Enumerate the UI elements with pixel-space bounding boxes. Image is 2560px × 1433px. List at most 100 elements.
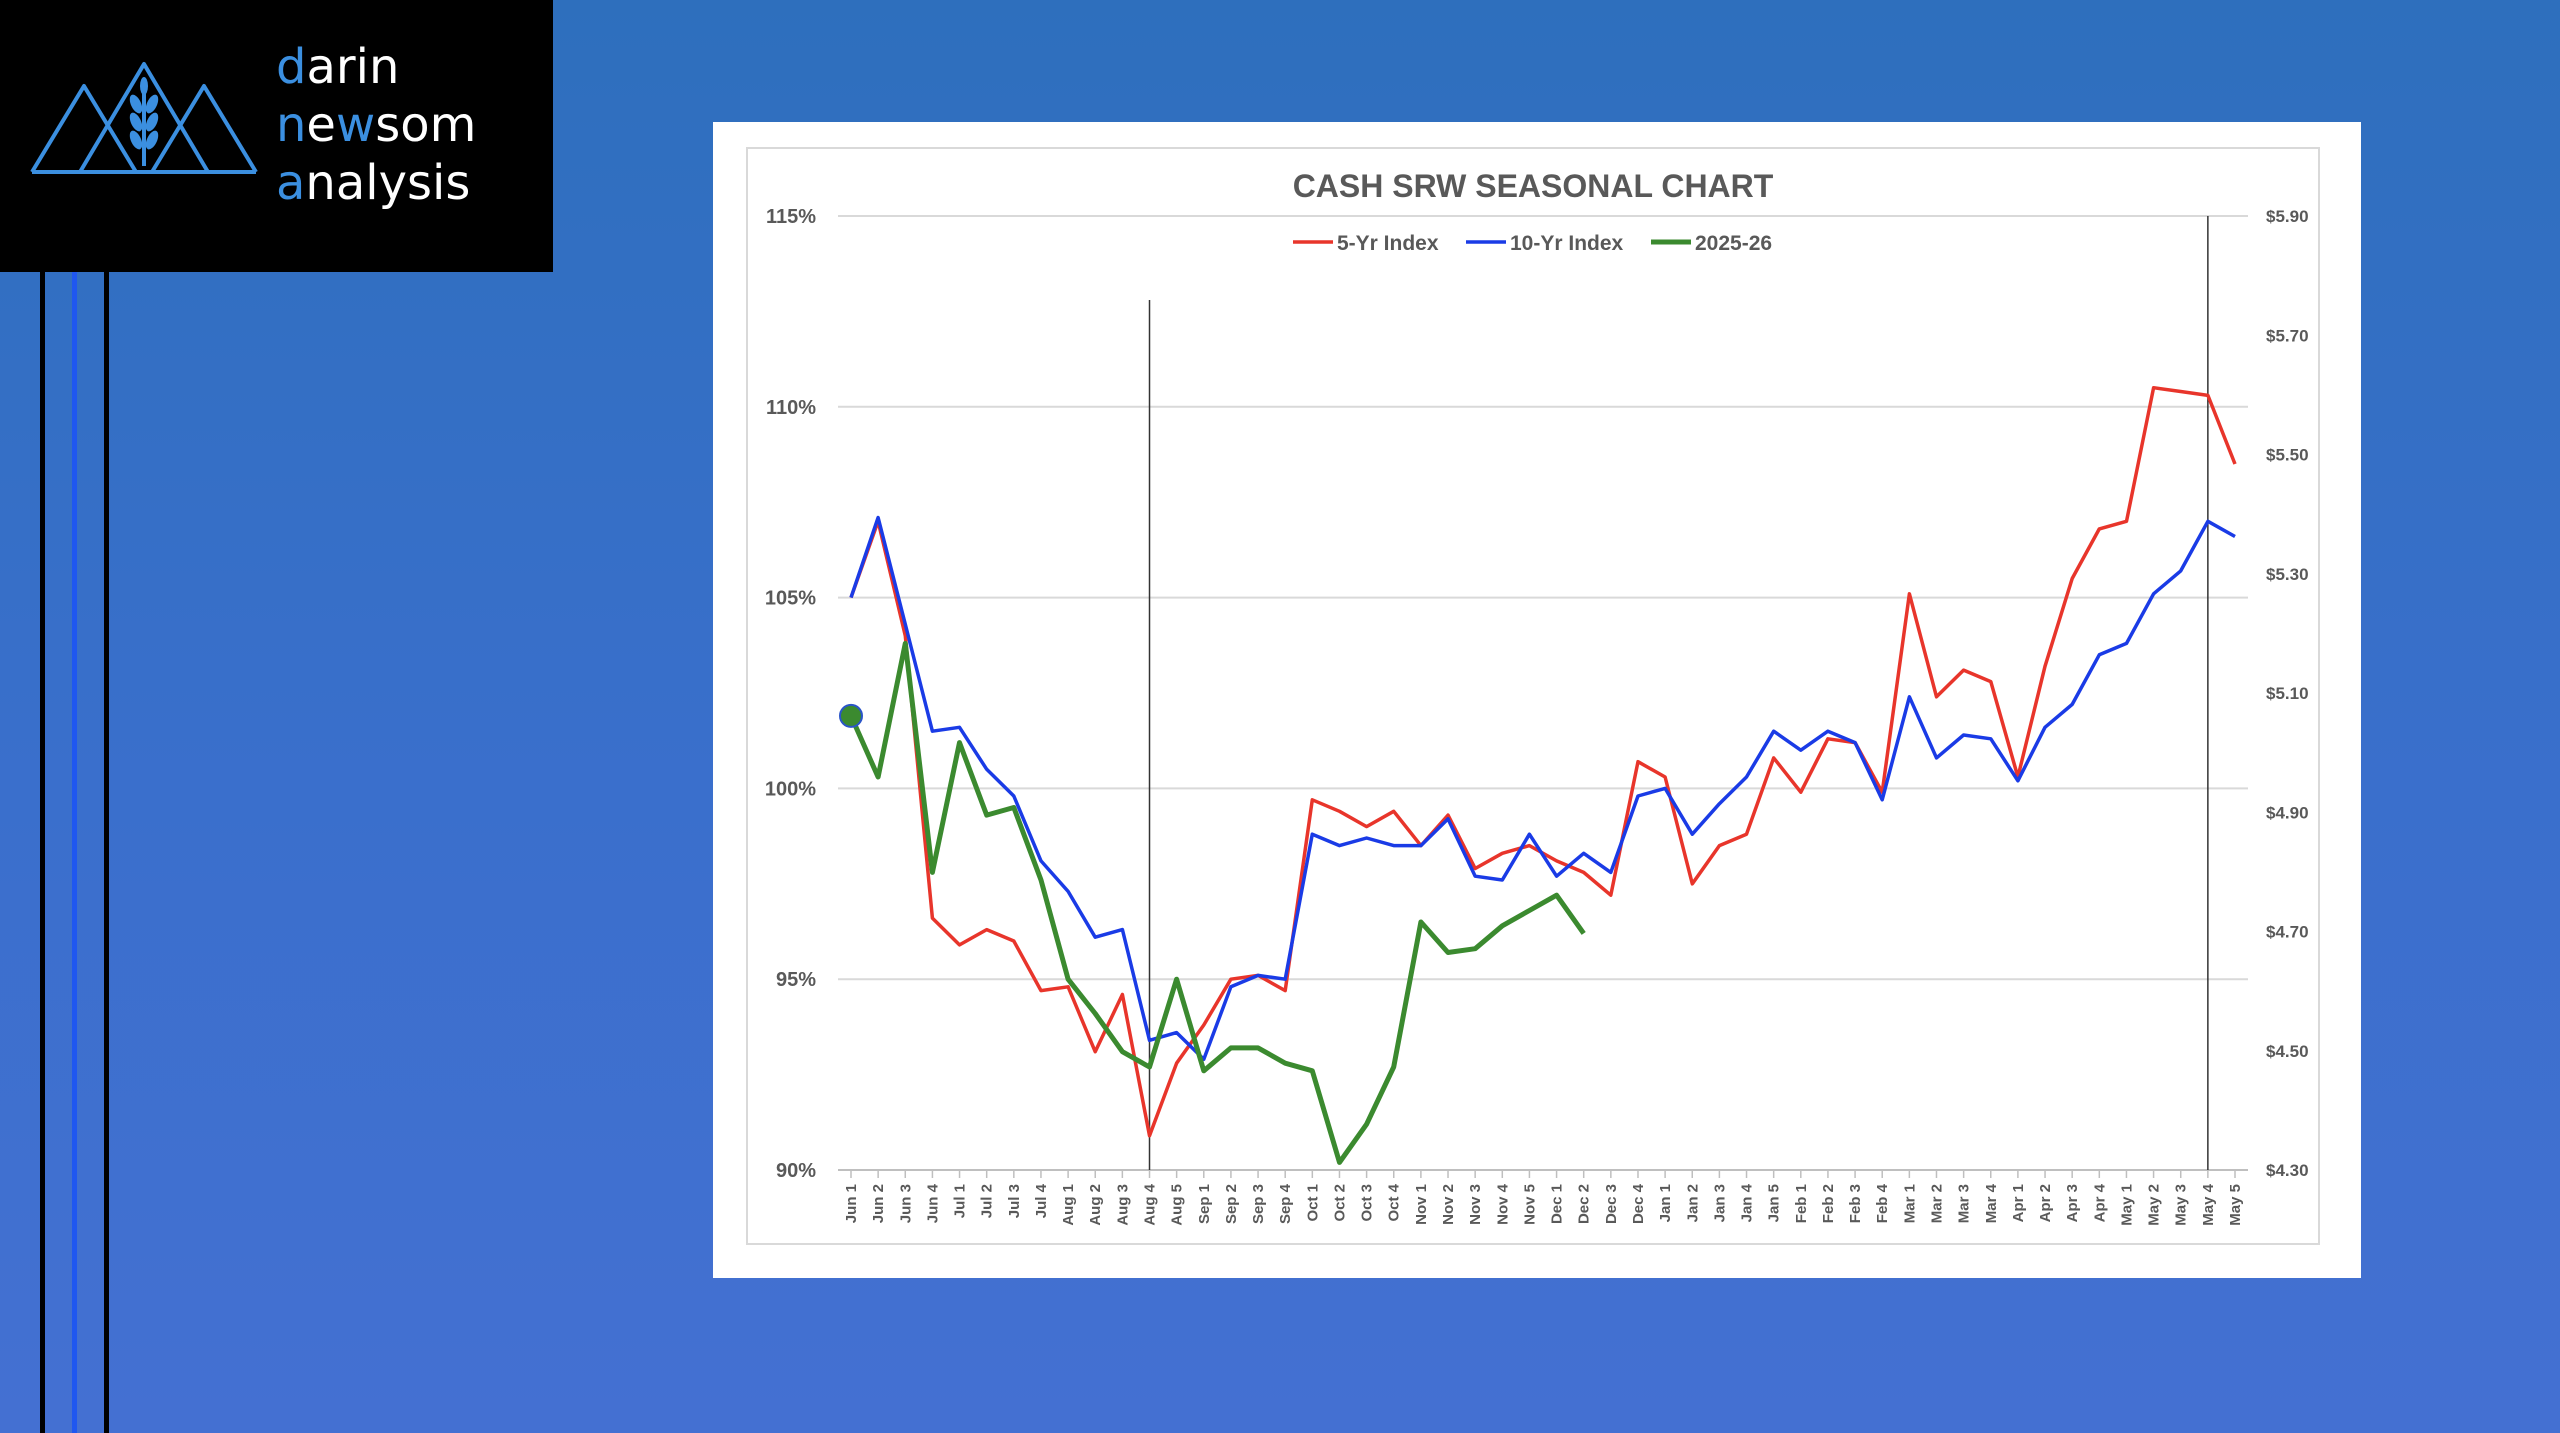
x-tick-label: May 2: [2146, 1184, 2163, 1226]
logo-line-1: darin: [276, 38, 476, 96]
decor-line-black-right: [104, 272, 109, 1433]
series-lines: [839, 385, 2237, 1165]
logo-letter: a: [276, 155, 306, 211]
legend: 5-Yr Index 10-Yr Index 2025-26: [1293, 232, 1772, 255]
y2-tick-label: $4.50: [2266, 1042, 2309, 1061]
y2-tick-label: $5.10: [2266, 684, 2309, 703]
x-tick-label: Mar 3: [1956, 1184, 1973, 1223]
y2-tick-label: $4.30: [2266, 1161, 2309, 1180]
x-tick-label: Nov 1: [1413, 1184, 1430, 1225]
x-tick-label: Dec 2: [1576, 1184, 1593, 1224]
x-tick-label: Nov 2: [1440, 1184, 1457, 1225]
x-tick-label: Oct 3: [1359, 1184, 1376, 1222]
y-tick-label: 100%: [765, 778, 816, 800]
logo-letter: e: [306, 97, 336, 153]
x-tick-label: Jul 1: [952, 1184, 969, 1218]
chart-panel: CASH SRW SEASONAL CHART 115% 110% 105% 100%…: [713, 122, 2361, 1278]
logo-word-rest: arin: [306, 39, 400, 95]
series-line: [848, 640, 1586, 1165]
series-line: [849, 515, 2236, 1062]
y2-tick-label: $5.30: [2266, 565, 2309, 584]
x-tick-label: Apr 2: [2037, 1184, 2054, 1222]
x-tick-label: Feb 3: [1847, 1184, 1864, 1223]
x-tick-label: Jul 3: [1006, 1184, 1023, 1218]
legend-label: 10-Yr Index: [1510, 232, 1624, 255]
x-tick-label: Jan 4: [1739, 1183, 1756, 1222]
x-tick-label: Jul 2: [979, 1184, 996, 1218]
x-tick-label: Jan 1: [1657, 1184, 1674, 1222]
logo-word-rest: som: [375, 97, 477, 153]
x-tick-label: May 1: [2118, 1184, 2135, 1226]
x-tick-label: Nov 4: [1494, 1183, 1511, 1225]
gridlines: [838, 215, 2248, 1171]
x-tick-label: Aug 4: [1142, 1183, 1159, 1225]
x-tick-label: Jun 4: [924, 1183, 941, 1223]
logo-word-rest: nalysis: [305, 155, 471, 211]
x-tick-label: Aug 2: [1087, 1184, 1104, 1226]
logo-letter: w: [335, 97, 376, 153]
x-tick-label: Feb 1: [1793, 1184, 1810, 1223]
x-tick-label: May 4: [2200, 1183, 2217, 1225]
logo-wordmark: darin newsom analysis: [276, 38, 476, 212]
y-tick-label: 110%: [766, 397, 816, 419]
seasonal-chart: CASH SRW SEASONAL CHART 115% 110% 105% 100%…: [746, 147, 2320, 1245]
y2-tick-label: $5.70: [2266, 326, 2309, 345]
x-tick-label: Mar 4: [1983, 1183, 2000, 1223]
y2-tick-label: $4.70: [2266, 923, 2309, 942]
x-tick-label: Apr 4: [2091, 1183, 2108, 1222]
x-tick-label: Sep 2: [1223, 1184, 1240, 1224]
x-tick-label: May 5: [2227, 1184, 2244, 1226]
logo-letter: n: [276, 97, 307, 153]
y-tick-label: 115%: [766, 206, 816, 228]
x-tick-label: Feb 4: [1874, 1183, 1891, 1223]
x-tick-label: Jan 5: [1766, 1184, 1783, 1222]
x-tick-label: Jun 3: [897, 1184, 914, 1223]
logo-letter: d: [276, 39, 307, 95]
x-tick-label: Aug 3: [1114, 1184, 1131, 1226]
y2-tick-label: $5.90: [2266, 207, 2309, 226]
x-tick-label: Feb 2: [1820, 1184, 1837, 1223]
logo-line-3: analysis: [276, 154, 476, 212]
chart-title: CASH SRW SEASONAL CHART: [1293, 168, 1774, 204]
x-tick-label: Jul 4: [1033, 1183, 1050, 1218]
x-tick-label: Mar 2: [1928, 1184, 1945, 1223]
y-axis-right: $5.90 $5.70 $5.50 $5.30 $5.10 $4.90 $4.70 $4.50…: [2266, 207, 2309, 1180]
x-tick-label: Aug 5: [1169, 1184, 1186, 1226]
x-tick-label: Nov 5: [1521, 1184, 1538, 1225]
legend-label: 5-Yr Index: [1337, 232, 1439, 255]
x-tick-label: Jan 3: [1711, 1184, 1728, 1222]
y2-tick-label: $5.50: [2266, 446, 2309, 465]
y-tick-label: 105%: [765, 588, 816, 610]
x-tick-label: Sep 3: [1250, 1184, 1267, 1224]
y-tick-label: 90%: [776, 1160, 816, 1182]
x-tick-label: Sep 1: [1196, 1184, 1213, 1224]
logo-block: darin newsom analysis: [0, 0, 553, 272]
chart-frame: [746, 147, 2320, 1245]
decor-line-black-left: [40, 272, 45, 1433]
x-tick-label: Oct 4: [1386, 1183, 1403, 1221]
x-tick-label: May 3: [2173, 1184, 2190, 1226]
series-start-point: [839, 703, 863, 728]
y-axis-left: 115% 110% 105% 100% 95% 90%: [765, 206, 816, 1182]
vertical-markers: [1148, 216, 2209, 1170]
mountain-wheat-icon: [30, 62, 258, 174]
x-tick-label: Aug 1: [1060, 1184, 1077, 1226]
decor-line-blue: [72, 272, 77, 1433]
legend-label: 2025-26: [1695, 232, 1772, 255]
x-tick-label: Sep 4: [1277, 1183, 1294, 1224]
x-tick-label: Dec 3: [1603, 1184, 1620, 1224]
x-tick-label: Jun 2: [870, 1184, 887, 1223]
x-tick-label: Dec 4: [1630, 1183, 1647, 1224]
y2-tick-label: $4.90: [2266, 803, 2309, 822]
x-tick-label: Apr 1: [2010, 1184, 2027, 1222]
x-tick-label: Dec 1: [1549, 1184, 1566, 1224]
x-tick-label: Oct 2: [1331, 1184, 1348, 1222]
y-tick-label: 95%: [776, 969, 816, 991]
x-tick-label: Nov 3: [1467, 1184, 1484, 1225]
x-axis: Jun 1 Jun 2 Jun 3 Jun 4 Jul 1 Jul 2 Jul 3 Jul 4…: [843, 1170, 2244, 1226]
x-tick-label: Oct 1: [1304, 1184, 1321, 1222]
x-tick-label: Apr 3: [2064, 1184, 2081, 1222]
x-tick-label: Mar 1: [1901, 1184, 1918, 1223]
logo-line-2: newsom: [276, 96, 476, 154]
x-tick-label: Jan 2: [1684, 1184, 1701, 1222]
